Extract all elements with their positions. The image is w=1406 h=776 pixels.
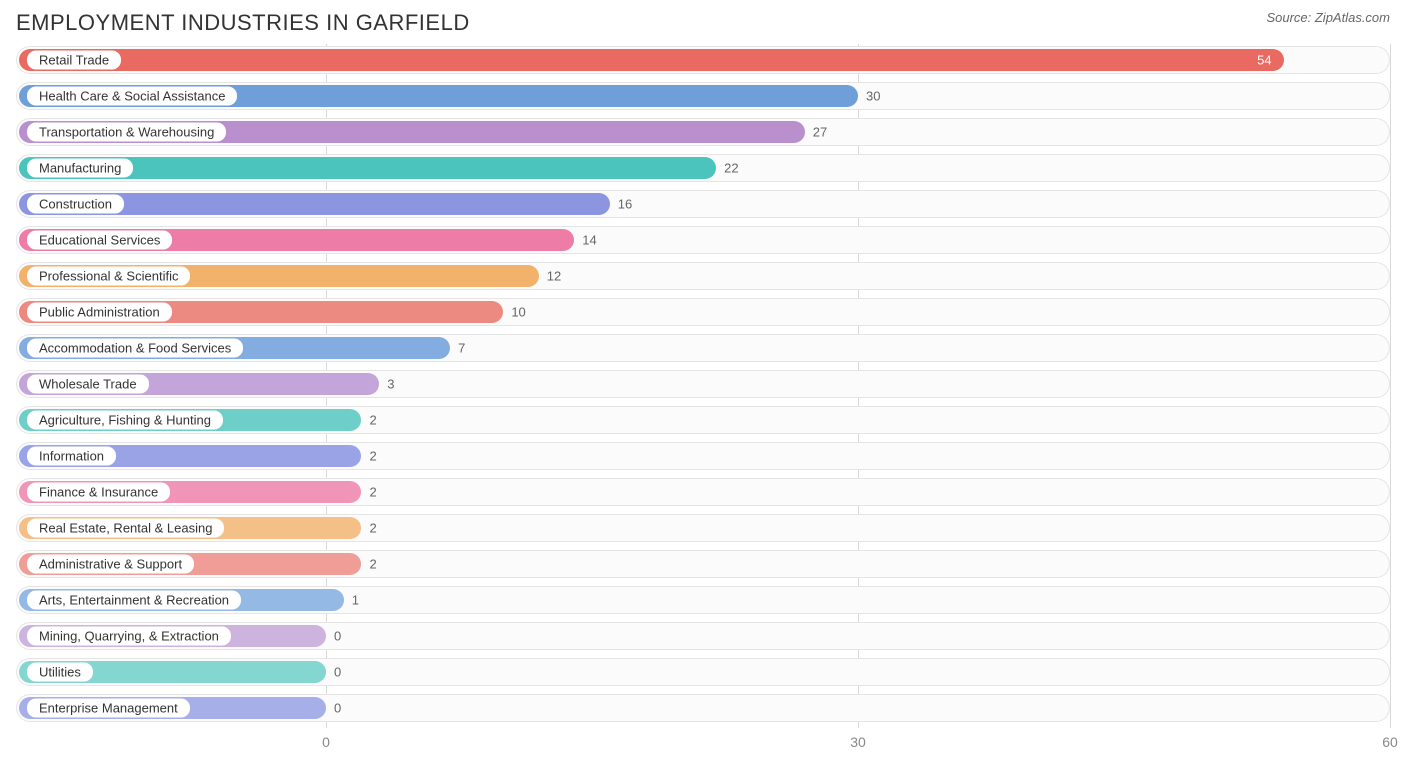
x-axis-tick: 30 [850, 734, 866, 750]
bar-value: 16 [618, 197, 632, 212]
bar-value: 12 [547, 269, 561, 284]
bar-label: Agriculture, Fishing & Hunting [26, 410, 224, 431]
bar-row: Transportation & Warehousing 27 [16, 116, 1390, 148]
bar-label: Wholesale Trade [26, 374, 150, 395]
bar-row: Professional & Scientific 12 [16, 260, 1390, 292]
bar-value: 22 [724, 161, 738, 176]
bar-row: Accommodation & Food Services 7 [16, 332, 1390, 364]
bar-label: Manufacturing [26, 158, 134, 179]
bar-row: Enterprise Management 0 [16, 692, 1390, 724]
bar-value: 2 [369, 521, 376, 536]
bar-row: Information 2 [16, 440, 1390, 472]
gridline [1390, 44, 1391, 728]
bar-value: 2 [369, 449, 376, 464]
source-prefix: Source: [1266, 10, 1314, 25]
bar-row: Manufacturing 22 [16, 152, 1390, 184]
chart-plot: Retail Trade 54 Health Care & Social Assis… [16, 44, 1390, 728]
bar-value: 0 [334, 665, 341, 680]
bar-row: Agriculture, Fishing & Hunting 2 [16, 404, 1390, 436]
bar-row: Public Administration 10 [16, 296, 1390, 328]
bar-value: 54 [1257, 53, 1271, 68]
x-axis-tick: 60 [1382, 734, 1398, 750]
x-axis-tick: 0 [322, 734, 330, 750]
bar-value: 27 [813, 125, 827, 140]
bar-row: Mining, Quarrying, & Extraction 0 [16, 620, 1390, 652]
bar-value: 1 [352, 593, 359, 608]
bar-label: Arts, Entertainment & Recreation [26, 590, 242, 611]
bar-row: Wholesale Trade 3 [16, 368, 1390, 400]
bar-label: Mining, Quarrying, & Extraction [26, 626, 232, 647]
bar-label: Enterprise Management [26, 698, 191, 719]
bar-label: Accommodation & Food Services [26, 338, 244, 359]
bar-row: Administrative & Support 2 [16, 548, 1390, 580]
bar-row: Retail Trade 54 [16, 44, 1390, 76]
bar-value: 7 [458, 341, 465, 356]
bar-value: 14 [582, 233, 596, 248]
bar-value: 2 [369, 413, 376, 428]
bar-row: Arts, Entertainment & Recreation 1 [16, 584, 1390, 616]
bar-value: 0 [334, 701, 341, 716]
bar-label: Public Administration [26, 302, 173, 323]
chart-source: Source: ZipAtlas.com [1266, 10, 1390, 25]
bar-label: Educational Services [26, 230, 173, 251]
bar-value: 2 [369, 485, 376, 500]
bar-value: 0 [334, 629, 341, 644]
bar-label: Health Care & Social Assistance [26, 86, 238, 107]
bar-fill [19, 49, 1284, 71]
bar-label: Finance & Insurance [26, 482, 171, 503]
bar-label: Real Estate, Rental & Leasing [26, 518, 225, 539]
bar-value: 30 [866, 89, 880, 104]
bar-row: Construction 16 [16, 188, 1390, 220]
bar-row: Utilities 0 [16, 656, 1390, 688]
chart-header: EMPLOYMENT INDUSTRIES IN GARFIELD Source… [0, 0, 1406, 44]
bar-label: Construction [26, 194, 125, 215]
bar-row: Health Care & Social Assistance 30 [16, 80, 1390, 112]
bar-label: Information [26, 446, 117, 467]
source-name: ZipAtlas.com [1315, 10, 1390, 25]
bar-row: Finance & Insurance 2 [16, 476, 1390, 508]
bar-label: Retail Trade [26, 50, 122, 71]
bar-value: 10 [511, 305, 525, 320]
bar-value: 2 [369, 557, 376, 572]
x-axis: 03060 [16, 730, 1390, 754]
chart-title: EMPLOYMENT INDUSTRIES IN GARFIELD [16, 10, 470, 36]
bar-label: Administrative & Support [26, 554, 195, 575]
bar-label: Professional & Scientific [26, 266, 191, 287]
bar-row: Educational Services 14 [16, 224, 1390, 256]
bar-row: Real Estate, Rental & Leasing 2 [16, 512, 1390, 544]
bar-label: Utilities [26, 662, 94, 683]
bar-label: Transportation & Warehousing [26, 122, 227, 143]
bar-value: 3 [387, 377, 394, 392]
chart-area: Retail Trade 54 Health Care & Social Assis… [16, 44, 1390, 764]
